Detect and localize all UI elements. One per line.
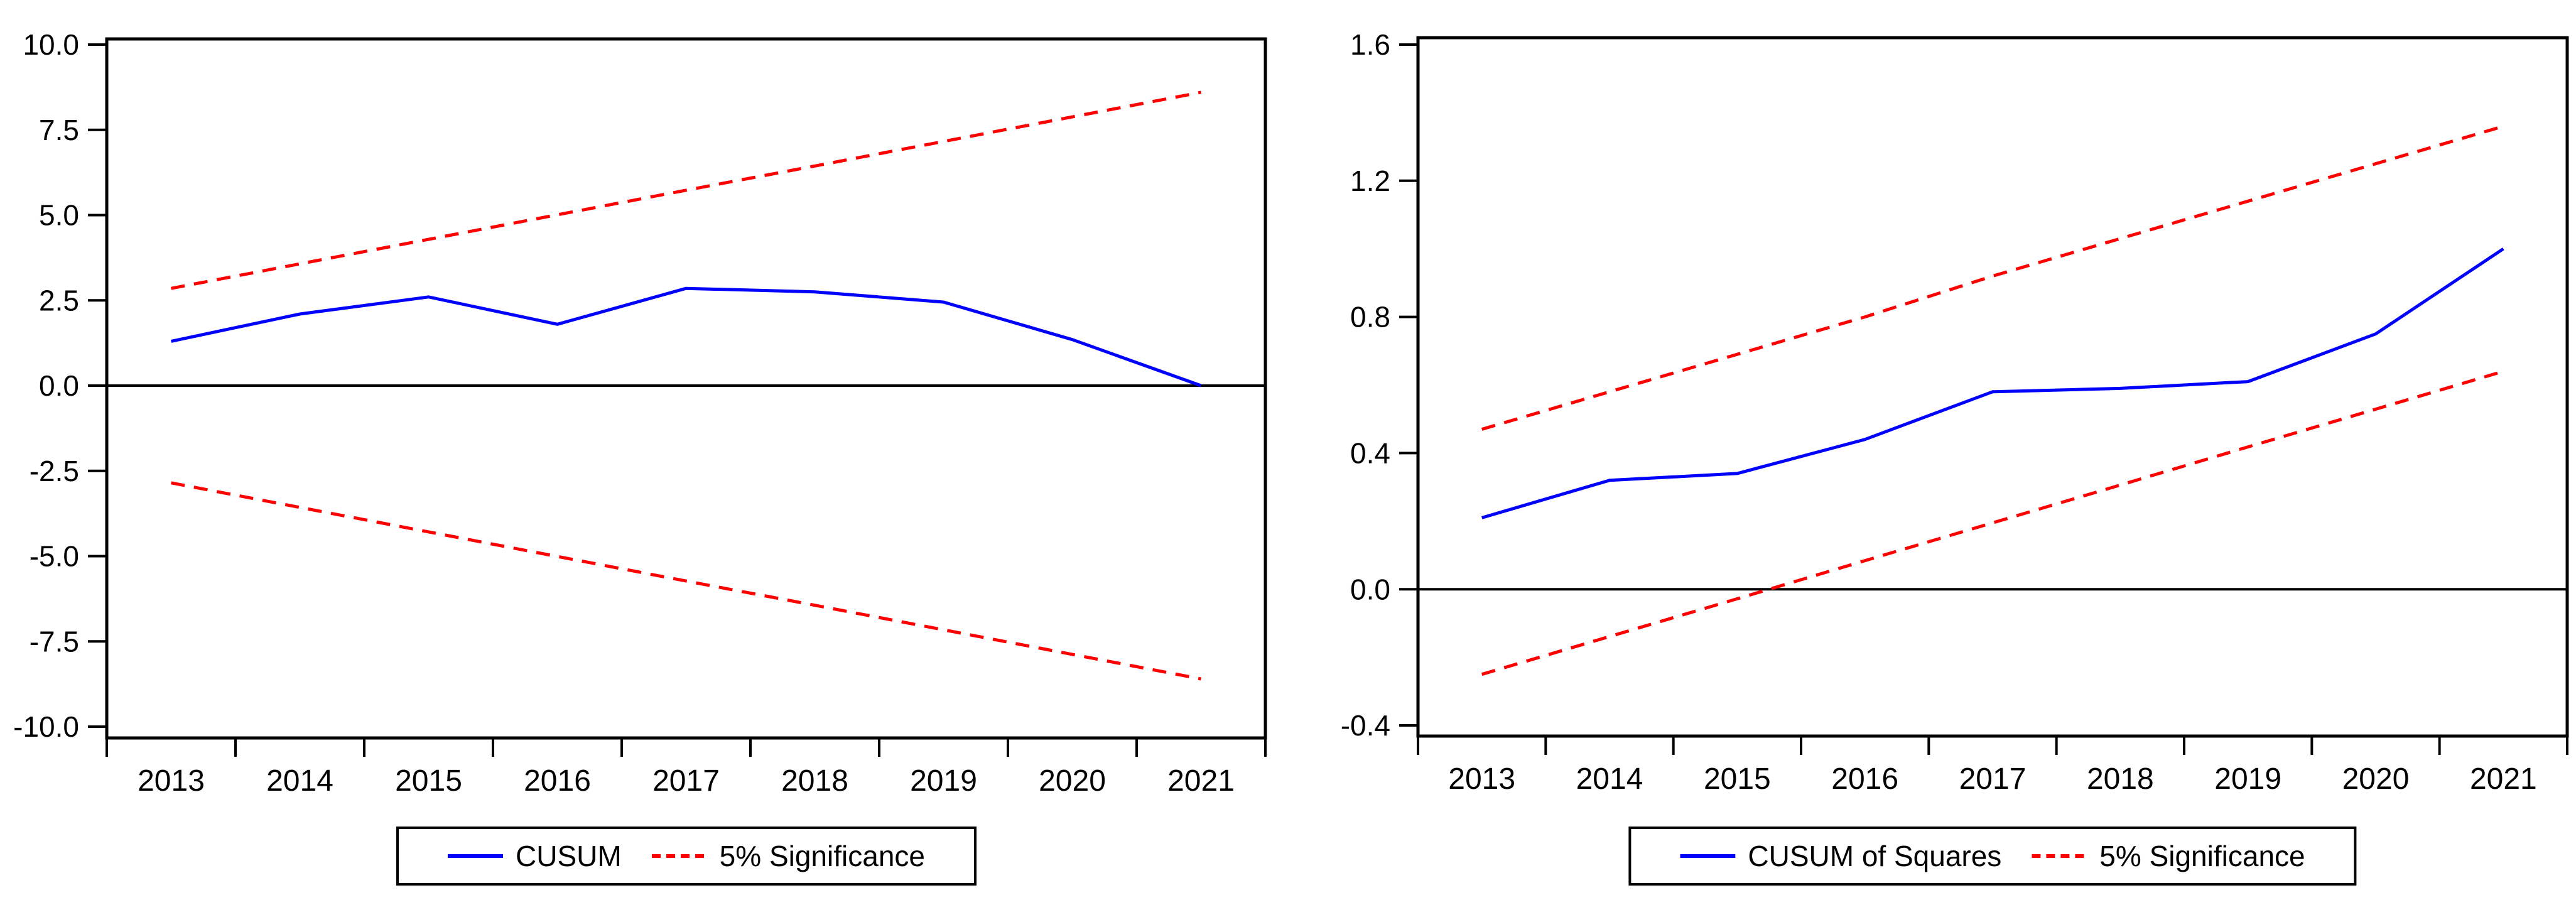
red-dashed-line-key-icon xyxy=(651,854,707,858)
cusum-of-squares-legend: CUSUM of Squares 5% Significance xyxy=(1628,827,2357,886)
x-axis-tick-label: 2020 xyxy=(1039,764,1106,798)
x-axis-tick-label: 2019 xyxy=(910,764,977,798)
x-axis-tick-label: 2015 xyxy=(395,764,462,798)
cusum-chart: 10.0 7.5 5.0 2.5 0.0 -2.5 -5.0 -7.5 -10.0 2013 201… xyxy=(13,28,1267,798)
y-axis-tick-label: 0.0 xyxy=(39,369,79,402)
red-dashed-line-key-icon xyxy=(2032,854,2087,858)
plot-frame xyxy=(105,37,1267,740)
x-axis-tick-label: 2016 xyxy=(524,764,591,798)
cusum-legend: CUSUM 5% Significance xyxy=(396,827,977,886)
y-axis-tick-label: -7.5 xyxy=(30,625,79,658)
x-axis-tick-label: 2017 xyxy=(1959,762,2027,796)
y-axis-tick-label: -5.0 xyxy=(30,540,79,573)
plot-frame xyxy=(1416,36,2569,738)
y-axis-tick-label: 0.4 xyxy=(1350,437,1390,470)
y-axis-tick-label: 1.2 xyxy=(1350,165,1390,197)
x-axis-tick-label: 2017 xyxy=(652,764,720,798)
x-axis-tick-label: 2021 xyxy=(1167,764,1235,798)
y-axis-tick-label: 10.0 xyxy=(23,28,79,61)
x-axis-tick-label: 2014 xyxy=(266,764,333,798)
cusum-line xyxy=(170,286,1202,388)
legend-label-significance: 5% Significance xyxy=(2099,840,2305,872)
y-axis-tick-label: 2.5 xyxy=(39,284,79,317)
cusum-of-squares-line xyxy=(1481,247,2504,519)
blue-solid-line-key-icon xyxy=(1680,854,1736,858)
y-axis-tick-label: -0.4 xyxy=(1341,709,1390,742)
legend-item-significance: 5% Significance xyxy=(651,840,925,872)
x-axis-tick-label: 2018 xyxy=(2087,762,2154,796)
y-axis-tick-label: -2.5 xyxy=(30,455,79,487)
legend-item-significance: 5% Significance xyxy=(2032,842,2305,870)
significance-lower-line xyxy=(1481,369,2504,676)
x-axis-tick-label: 2014 xyxy=(1576,762,1643,796)
y-axis-tick-label: -10.0 xyxy=(13,710,79,743)
significance-lower-line xyxy=(171,481,1201,681)
x-axis-tick-label: 2013 xyxy=(1448,762,1515,796)
blue-solid-line-key-icon xyxy=(448,854,504,858)
significance-upper-line xyxy=(1481,124,2504,431)
x-axis-tick-label: 2021 xyxy=(2470,762,2537,796)
x-axis-tick-label: 2013 xyxy=(138,764,205,798)
legend-item-cusum: CUSUM xyxy=(448,842,622,870)
legend-label-significance: 5% Significance xyxy=(719,840,925,872)
x-axis-tick-label: 2020 xyxy=(2342,762,2410,796)
x-axis-tick-label: 2016 xyxy=(1831,762,1898,796)
cusum-of-squares-chart: 1.6 1.2 0.8 0.4 0.0 -0.4 2013 2014 2015 2016 2017 2… xyxy=(1341,28,2569,796)
x-axis-tick-label: 2019 xyxy=(2214,762,2281,796)
y-axis-tick-label: 0.0 xyxy=(1350,573,1390,605)
y-axis-tick-label: 1.6 xyxy=(1350,28,1390,61)
legend-label-cusum: CUSUM xyxy=(516,840,622,872)
significance-upper-line xyxy=(171,90,1201,290)
x-axis-tick-label: 2018 xyxy=(781,764,848,798)
legend-item-cusum-of-squares: CUSUM of Squares xyxy=(1680,842,2001,870)
y-axis-tick-label: 5.0 xyxy=(39,199,79,232)
x-axis-tick-label: 2015 xyxy=(1704,762,1771,796)
y-axis-tick-label: 7.5 xyxy=(39,114,79,146)
legend-label-cusum-of-squares: CUSUM of Squares xyxy=(1748,840,2002,872)
y-axis-tick-label: 0.8 xyxy=(1350,301,1390,333)
